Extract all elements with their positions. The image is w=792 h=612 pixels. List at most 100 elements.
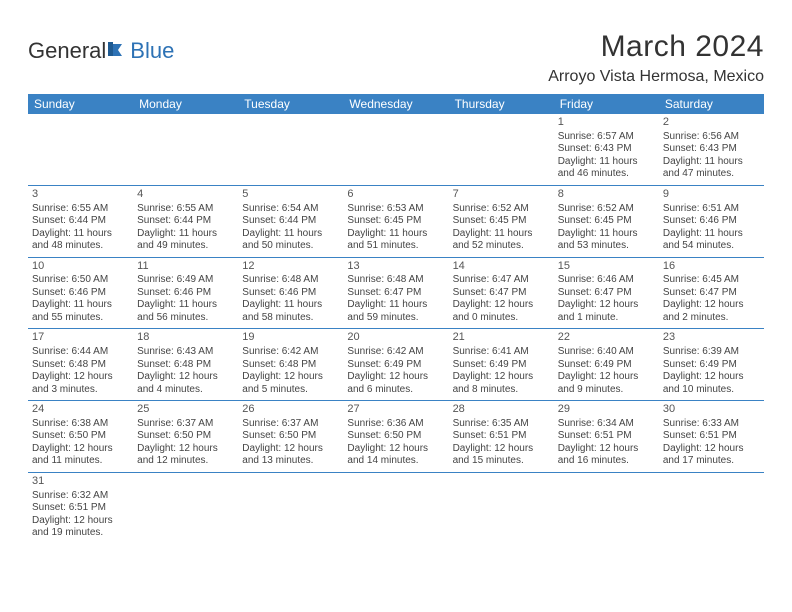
daylight-text-1: Daylight: 11 hours <box>242 299 339 312</box>
month-title: March 2024 <box>548 30 764 64</box>
daylight-text-2: and 47 minutes. <box>663 168 760 181</box>
header: GeneralBlue March 2024 Arroyo Vista Herm… <box>28 30 764 86</box>
daylight-text-1: Daylight: 12 hours <box>663 299 760 312</box>
day-number: 1 <box>558 116 655 130</box>
brand-part2: Blue <box>130 38 174 64</box>
sunset-text: Sunset: 6:46 PM <box>663 215 760 228</box>
sunset-text: Sunset: 6:43 PM <box>663 143 760 156</box>
day-cell: 11Sunrise: 6:49 AMSunset: 6:46 PMDayligh… <box>133 258 238 329</box>
day-cell: 14Sunrise: 6:47 AMSunset: 6:47 PMDayligh… <box>449 258 554 329</box>
sunrise-text: Sunrise: 6:38 AM <box>32 418 129 431</box>
weekday-header: Sunday <box>28 94 133 114</box>
sunrise-text: Sunrise: 6:54 AM <box>242 203 339 216</box>
daylight-text-1: Daylight: 12 hours <box>242 371 339 384</box>
daylight-text-1: Daylight: 11 hours <box>242 228 339 241</box>
daylight-text-1: Daylight: 12 hours <box>453 299 550 312</box>
sunrise-text: Sunrise: 6:33 AM <box>663 418 760 431</box>
daylight-text-2: and 53 minutes. <box>558 240 655 253</box>
sunrise-text: Sunrise: 6:57 AM <box>558 131 655 144</box>
sunset-text: Sunset: 6:44 PM <box>137 215 234 228</box>
sunset-text: Sunset: 6:46 PM <box>242 287 339 300</box>
daylight-text-1: Daylight: 11 hours <box>347 228 444 241</box>
daylight-text-2: and 13 minutes. <box>242 455 339 468</box>
sunrise-text: Sunrise: 6:52 AM <box>558 203 655 216</box>
sunset-text: Sunset: 6:43 PM <box>558 143 655 156</box>
calendar: Sunday Monday Tuesday Wednesday Thursday… <box>28 94 764 544</box>
daylight-text-2: and 16 minutes. <box>558 455 655 468</box>
daylight-text-1: Daylight: 11 hours <box>558 228 655 241</box>
sunrise-text: Sunrise: 6:36 AM <box>347 418 444 431</box>
daylight-text-1: Daylight: 12 hours <box>453 371 550 384</box>
day-number: 14 <box>453 260 550 274</box>
day-cell: 31Sunrise: 6:32 AMSunset: 6:51 PMDayligh… <box>28 473 133 544</box>
daylight-text-2: and 59 minutes. <box>347 312 444 325</box>
sunrise-text: Sunrise: 6:41 AM <box>453 346 550 359</box>
daylight-text-2: and 19 minutes. <box>32 527 129 540</box>
daylight-text-2: and 48 minutes. <box>32 240 129 253</box>
location: Arroyo Vista Hermosa, Mexico <box>548 68 764 86</box>
daylight-text-2: and 46 minutes. <box>558 168 655 181</box>
week-row: 10Sunrise: 6:50 AMSunset: 6:46 PMDayligh… <box>28 258 764 330</box>
day-number: 15 <box>558 260 655 274</box>
sunrise-text: Sunrise: 6:52 AM <box>453 203 550 216</box>
daylight-text-2: and 1 minute. <box>558 312 655 325</box>
daylight-text-2: and 0 minutes. <box>453 312 550 325</box>
day-number: 20 <box>347 331 444 345</box>
calendar-page: GeneralBlue March 2024 Arroyo Vista Herm… <box>0 0 792 544</box>
sunset-text: Sunset: 6:49 PM <box>558 359 655 372</box>
daylight-text-2: and 51 minutes. <box>347 240 444 253</box>
daylight-text-1: Daylight: 11 hours <box>32 228 129 241</box>
daylight-text-1: Daylight: 11 hours <box>558 156 655 169</box>
day-cell <box>238 114 343 185</box>
brand-logo: GeneralBlue <box>28 38 174 64</box>
sunset-text: Sunset: 6:50 PM <box>137 430 234 443</box>
daylight-text-2: and 49 minutes. <box>137 240 234 253</box>
weekday-header: Friday <box>554 94 659 114</box>
weekday-header: Thursday <box>449 94 554 114</box>
day-number: 8 <box>558 188 655 202</box>
day-cell: 18Sunrise: 6:43 AMSunset: 6:48 PMDayligh… <box>133 329 238 400</box>
daylight-text-1: Daylight: 12 hours <box>558 443 655 456</box>
daylight-text-2: and 6 minutes. <box>347 384 444 397</box>
daylight-text-1: Daylight: 12 hours <box>242 443 339 456</box>
daylight-text-1: Daylight: 12 hours <box>558 299 655 312</box>
day-cell <box>659 473 764 544</box>
day-cell: 20Sunrise: 6:42 AMSunset: 6:49 PMDayligh… <box>343 329 448 400</box>
daylight-text-1: Daylight: 12 hours <box>32 371 129 384</box>
week-row: 1Sunrise: 6:57 AMSunset: 6:43 PMDaylight… <box>28 114 764 186</box>
sunset-text: Sunset: 6:45 PM <box>347 215 444 228</box>
title-block: March 2024 Arroyo Vista Hermosa, Mexico <box>548 30 764 86</box>
day-cell <box>343 114 448 185</box>
day-cell: 7Sunrise: 6:52 AMSunset: 6:45 PMDaylight… <box>449 186 554 257</box>
day-cell: 22Sunrise: 6:40 AMSunset: 6:49 PMDayligh… <box>554 329 659 400</box>
daylight-text-2: and 3 minutes. <box>32 384 129 397</box>
day-cell: 8Sunrise: 6:52 AMSunset: 6:45 PMDaylight… <box>554 186 659 257</box>
weeks-container: 1Sunrise: 6:57 AMSunset: 6:43 PMDaylight… <box>28 114 764 544</box>
daylight-text-2: and 8 minutes. <box>453 384 550 397</box>
day-cell: 30Sunrise: 6:33 AMSunset: 6:51 PMDayligh… <box>659 401 764 472</box>
sunrise-text: Sunrise: 6:39 AM <box>663 346 760 359</box>
day-cell <box>238 473 343 544</box>
day-cell <box>449 114 554 185</box>
day-number: 11 <box>137 260 234 274</box>
sunset-text: Sunset: 6:47 PM <box>347 287 444 300</box>
daylight-text-1: Daylight: 11 hours <box>137 228 234 241</box>
sunset-text: Sunset: 6:50 PM <box>242 430 339 443</box>
day-number: 9 <box>663 188 760 202</box>
sunset-text: Sunset: 6:48 PM <box>242 359 339 372</box>
daylight-text-2: and 56 minutes. <box>137 312 234 325</box>
day-cell: 1Sunrise: 6:57 AMSunset: 6:43 PMDaylight… <box>554 114 659 185</box>
sunrise-text: Sunrise: 6:46 AM <box>558 274 655 287</box>
sunrise-text: Sunrise: 6:55 AM <box>32 203 129 216</box>
daylight-text-2: and 9 minutes. <box>558 384 655 397</box>
day-number: 12 <box>242 260 339 274</box>
day-number: 5 <box>242 188 339 202</box>
week-row: 3Sunrise: 6:55 AMSunset: 6:44 PMDaylight… <box>28 186 764 258</box>
day-cell: 10Sunrise: 6:50 AMSunset: 6:46 PMDayligh… <box>28 258 133 329</box>
flag-icon <box>108 38 130 64</box>
day-number: 31 <box>32 475 129 489</box>
day-cell: 17Sunrise: 6:44 AMSunset: 6:48 PMDayligh… <box>28 329 133 400</box>
sunrise-text: Sunrise: 6:42 AM <box>347 346 444 359</box>
sunrise-text: Sunrise: 6:45 AM <box>663 274 760 287</box>
daylight-text-2: and 55 minutes. <box>32 312 129 325</box>
